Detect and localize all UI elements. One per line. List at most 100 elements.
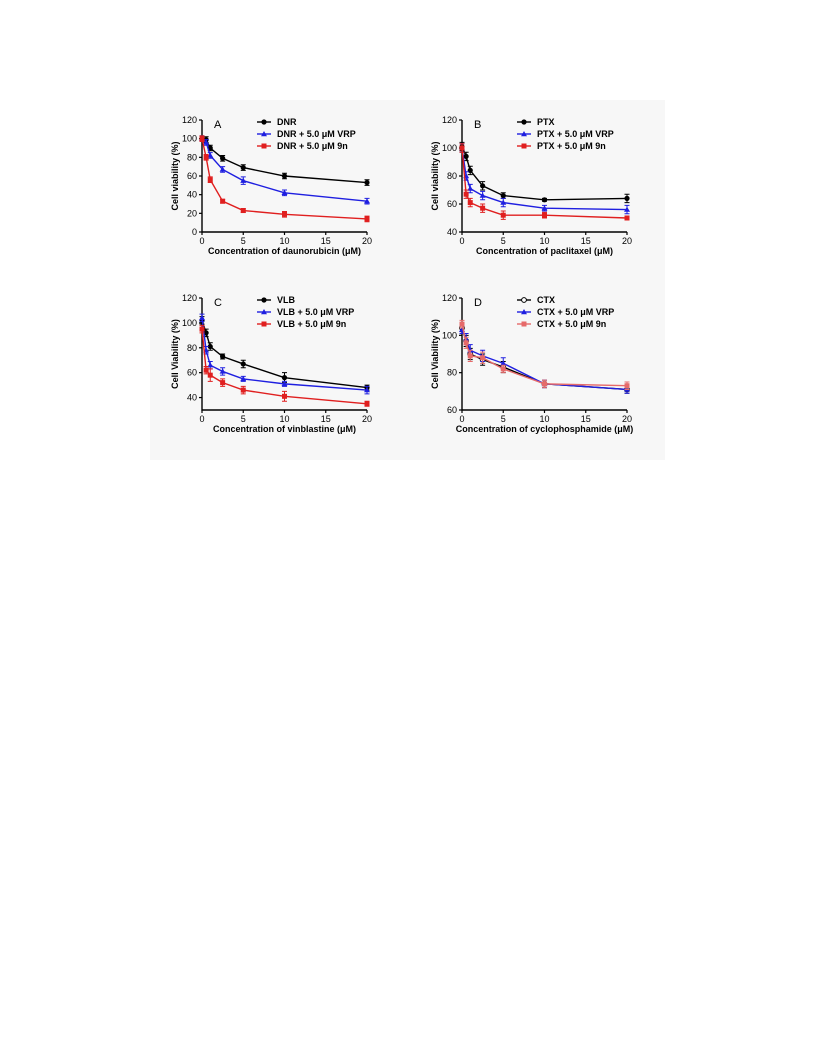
data-point [480, 183, 486, 189]
data-point [281, 173, 288, 179]
data-point [220, 155, 226, 161]
legend-marker [521, 131, 527, 137]
legend-label: PTX + 5.0 μM 9n [537, 141, 606, 151]
data-point [500, 366, 506, 372]
legend-label: VLB + 5.0 μM 9n [277, 319, 346, 329]
x-tick-label: 5 [241, 414, 246, 424]
x-tick-label: 20 [362, 236, 372, 246]
y-tick-label: 60 [187, 171, 197, 181]
y-tick-label: 40 [187, 393, 197, 403]
chart-svg: 40 60 80 100 120 0 5 10 15 20 Concentration of vin… [170, 293, 372, 434]
y-tick-label: 60 [447, 405, 457, 415]
y-tick-label: 80 [187, 152, 197, 162]
data-point [240, 177, 247, 183]
y-tick-label: 60 [187, 368, 197, 378]
data-point [282, 211, 287, 217]
x-tick-label: 20 [622, 414, 632, 424]
data-point [364, 387, 370, 393]
data-point [240, 387, 246, 393]
y-axis-title: Cell Viability (%) [170, 319, 180, 389]
legend-marker [261, 297, 267, 303]
data-point [480, 355, 486, 361]
data-point [219, 368, 226, 374]
x-tick-label: 5 [501, 236, 506, 246]
data-point [220, 353, 226, 360]
data-point [500, 360, 507, 366]
panel-letter: D [474, 297, 482, 309]
chart-panel-c: 40 60 80 100 120 0 5 10 15 20 Concentration of vin… [150, 286, 400, 456]
legend-label: DNR + 5.0 μM 9n [277, 141, 348, 151]
panel-letter: C [214, 297, 222, 309]
data-point [463, 340, 469, 346]
x-tick-label: 0 [459, 236, 464, 246]
data-point [281, 189, 288, 195]
legend-marker [521, 321, 527, 327]
legend-marker [261, 119, 267, 125]
series-line [461, 146, 628, 201]
data-point [467, 185, 474, 191]
legend-label: VLB + 5.0 μM VRP [277, 307, 354, 317]
legend-label: VLB [277, 295, 296, 305]
x-tick-label: 20 [622, 236, 632, 246]
x-tick-label: 10 [279, 414, 289, 424]
legend-label: PTX [537, 117, 555, 127]
data-point [542, 212, 547, 218]
data-point [199, 326, 205, 332]
data-point [364, 401, 370, 407]
legend-marker [521, 143, 527, 149]
data-point [467, 353, 473, 359]
legend-marker [521, 309, 527, 315]
y-tick-label: 40 [447, 227, 457, 237]
x-tick-label: 0 [199, 414, 204, 424]
data-point [207, 362, 214, 368]
x-tick-label: 20 [362, 414, 372, 424]
data-point [459, 145, 465, 151]
data-point [467, 167, 473, 173]
y-tick-label: 100 [442, 330, 457, 340]
data-point [220, 198, 226, 204]
chart-panel-a: 0 20 40 60 80 100 120 0 5 10 15 20 Concentration of … [150, 108, 400, 278]
y-tick-label: 80 [447, 171, 457, 181]
data-point [207, 372, 213, 378]
legend-label: CTX [537, 295, 555, 305]
y-axis-title: Cell viability (%) [430, 141, 440, 210]
legend-marker [261, 131, 267, 137]
y-tick-label: 100 [182, 318, 197, 328]
y-tick-label: 120 [442, 293, 457, 303]
x-tick-label: 15 [321, 414, 331, 424]
y-tick-label: 100 [182, 134, 197, 144]
data-point [203, 154, 209, 160]
x-axis-title: Concentration of paclitaxel (μM) [476, 246, 613, 256]
legend-label: DNR [277, 117, 297, 127]
x-tick-label: 0 [459, 414, 464, 424]
chart-panel-d: 60 80 100 120 0 5 10 15 20 Concentration of cyclo… [410, 286, 660, 456]
x-tick-label: 10 [279, 236, 289, 246]
data-point [479, 192, 486, 198]
data-point [240, 375, 247, 382]
data-point [281, 375, 288, 381]
data-point [207, 177, 213, 183]
x-axis-title: Concentration of cyclophosphamide (μM) [456, 424, 634, 434]
data-point [219, 166, 226, 172]
data-point [459, 321, 465, 327]
x-tick-label: 10 [539, 236, 549, 246]
data-point [207, 152, 214, 158]
data-point [364, 179, 370, 186]
legend-marker [261, 309, 267, 315]
data-point [199, 136, 205, 142]
x-tick-label: 5 [241, 236, 246, 246]
x-axis-title: Concentration of daunorubicin (μM) [208, 246, 361, 256]
y-tick-label: 120 [442, 115, 457, 125]
y-tick-label: 80 [187, 343, 197, 353]
y-tick-label: 120 [182, 115, 197, 125]
x-tick-label: 15 [581, 414, 591, 424]
legend-marker [521, 119, 527, 125]
data-point [203, 330, 209, 336]
legend-marker [261, 143, 267, 149]
x-tick-label: 0 [199, 236, 204, 246]
legend-marker [261, 321, 267, 327]
figure: 0 20 40 60 80 100 120 0 5 10 15 20 Concentration of … [150, 100, 665, 460]
data-point [624, 195, 630, 201]
